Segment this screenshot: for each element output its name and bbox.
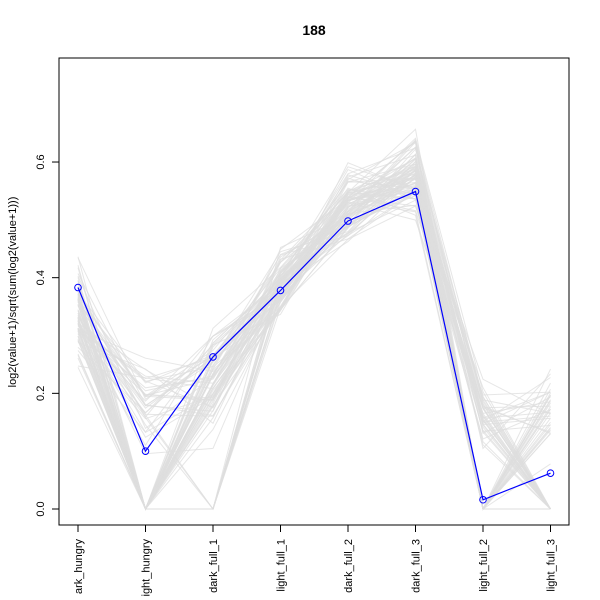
background-series-line (77, 142, 551, 511)
background-series-line (77, 166, 551, 510)
background-series-line (77, 160, 551, 511)
background-series-line (77, 146, 551, 511)
y-tick-label: 0.2 (35, 386, 47, 401)
background-series-line (77, 172, 551, 510)
background-series-line (77, 168, 551, 511)
background-series-line (77, 157, 551, 511)
highlight-point (411, 187, 420, 196)
highlight-point (546, 469, 555, 477)
highlight-point (209, 353, 217, 361)
plot-frame (58, 57, 570, 526)
background-series-line (77, 169, 551, 511)
background-series-line (77, 172, 551, 510)
x-axis: ark_hungry ight_hungry dark_full_1 light_fu… (73, 524, 558, 597)
background-series-line (77, 163, 551, 511)
background-series-line (77, 204, 551, 510)
x-tick-label: light_full_2 (478, 539, 490, 592)
x-tick-label: dark_full_1 (208, 539, 220, 593)
background-series-line (77, 165, 551, 511)
y-tick-label: 0.0 (35, 501, 47, 516)
background-series-line (77, 140, 551, 511)
background-series-line (77, 157, 551, 511)
y-tick-label: 0.4 (35, 270, 47, 285)
background-series-line (77, 163, 551, 511)
background-series-line (77, 146, 551, 510)
y-tick-label: 0.6 (35, 154, 47, 169)
x-tick-label: dark_full_3 (411, 539, 423, 593)
x-tick-label: ark_hungry (73, 539, 85, 595)
background-series-line (77, 160, 551, 511)
y-axis-label: log2(value+1)/sqrt(sum(log2(value+1))) (7, 197, 19, 388)
background-series-line (77, 169, 551, 511)
background-series-line (77, 175, 551, 511)
chart-title: 188 (302, 22, 326, 38)
background-series-line (77, 153, 551, 511)
highlight-point (276, 286, 285, 295)
y-axis: 0.0 0.2 0.4 0.6 (35, 154, 60, 517)
background-series-group (77, 128, 551, 511)
background-series-line (77, 166, 551, 511)
highlight-point (74, 283, 82, 292)
background-series-line (77, 181, 551, 510)
x-tick-label: light_full_1 (276, 539, 288, 592)
background-series-line (77, 165, 551, 511)
highlight-point (344, 217, 352, 225)
background-series-line (77, 158, 551, 510)
background-series-line (77, 168, 551, 510)
highlight-series-group (74, 187, 555, 504)
x-tick-label: dark_full_2 (343, 539, 355, 593)
background-series-line (77, 153, 551, 510)
background-series-line (77, 174, 551, 511)
highlight-point (141, 447, 150, 455)
background-series-line (77, 162, 551, 511)
highlight-point (479, 495, 487, 504)
background-series-line (77, 168, 551, 511)
x-tick-label: light_full_3 (546, 539, 558, 592)
background-series-line (77, 168, 551, 511)
background-series-line (77, 154, 551, 511)
background-series-line (77, 158, 551, 510)
background-series-line (77, 148, 551, 511)
x-tick-label: ight_hungry (141, 539, 153, 597)
background-series-line (77, 163, 551, 511)
background-series-line (77, 157, 551, 510)
highlight-series-line (77, 190, 551, 501)
